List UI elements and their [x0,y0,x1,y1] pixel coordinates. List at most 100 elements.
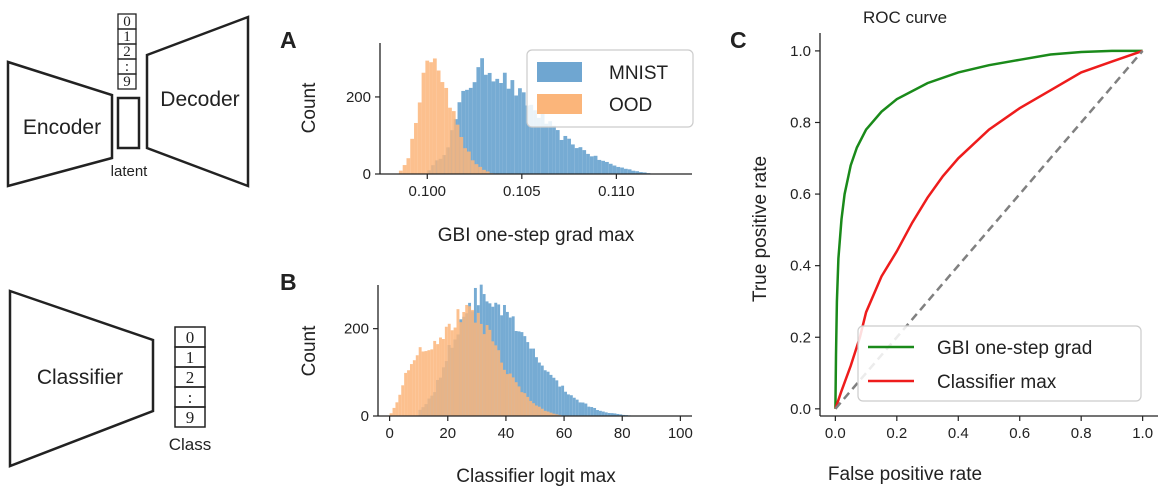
bar-ood [415,355,419,416]
bar-mnist [601,160,606,174]
bar-mnist [608,163,613,174]
bar-ood [473,322,477,416]
bar-ood [503,369,506,416]
bar-ood [497,350,501,416]
bar-mnist [518,88,522,174]
bar-ood [418,347,422,416]
x-tick-label: 80 [614,425,631,442]
bar-mnist [596,410,599,416]
bar-ood [407,370,410,416]
bar-mnist [616,166,621,174]
legend-label: OOD [609,95,652,116]
autoencoder-diagram: Encoder Decoder latent 0 1 2 : 9 [6,13,250,188]
legend-label: GBI one-step grad [937,338,1092,359]
x-tick-label: 100 [668,425,693,442]
classifier-label: Classifier [37,366,123,389]
bar-mnist [461,90,466,174]
bar-mnist [584,403,588,416]
x-tick-label: 0.6 [1009,425,1030,442]
bar-mnist [619,414,623,416]
bar-ood [529,400,533,416]
bar-mnist [604,412,608,416]
bar-mnist [590,407,594,416]
latent-box [116,96,141,150]
bar-ood [456,309,460,416]
bar-mnist [555,130,560,174]
bar-mnist [540,113,545,174]
bar-mnist [532,348,535,416]
bar-ood [494,345,498,416]
bars-group [389,284,634,416]
bar-ood [543,410,547,416]
bar-ood [432,58,437,174]
class-digit-9: 9 [186,408,195,427]
bar-mnist [511,316,515,416]
bar-ood [406,158,411,174]
bar-mnist [581,402,585,416]
bar-ood [421,351,425,416]
bar-mnist [605,161,609,174]
bar-ood [439,337,442,416]
bar-mnist [639,172,643,174]
bar-ood [389,413,393,416]
bar-ood [491,341,495,416]
x-tick-label: 0.8 [1071,425,1092,442]
bar-ood [404,372,408,416]
bar-mnist [520,332,524,416]
bar-mnist [555,380,559,416]
class-digit-1: 1 [186,348,195,367]
legend-label: Classifier max [937,372,1057,393]
class-digit-0: 0 [186,328,195,347]
classifier-shape [8,289,155,468]
bar-mnist [536,117,541,174]
bar-ood [482,334,486,416]
bar-mnist [529,104,534,174]
bar-ood [468,306,472,416]
digit-cell [117,73,137,90]
bar-ood [451,111,456,174]
bar-mnist [480,58,484,174]
bar-ood [517,386,521,416]
bars-group [398,58,655,175]
roc-line-gbi-one-step-grad [834,49,1143,409]
bar-ood [440,82,445,174]
bar-ood [462,312,466,416]
y-tick-label: 0 [361,408,369,425]
bar-ood [526,396,530,416]
class-digit-ellipsis: : [188,388,193,407]
panel-letter-b: B [280,269,297,295]
bar-mnist [544,123,549,174]
bar-mnist [525,105,530,174]
classifier-diagram: Classifier 0 1 2 : 9 Class [8,289,211,468]
bar-mnist [627,169,632,174]
bar-mnist [514,331,518,416]
latent-label: latent [111,163,149,180]
bar-mnist [506,88,511,174]
x-tick-label: 40 [498,425,515,442]
bar-mnist [593,407,597,416]
bar-ood [447,323,451,416]
bar-ood [430,349,434,416]
bar-ood [482,169,486,174]
bar-mnist [566,394,570,416]
digit-ellipsis: : [125,59,129,75]
bar-ood [425,60,430,174]
bar-ood [537,406,541,416]
bar-ood [471,309,474,416]
bar-ood [429,62,433,175]
xlabel: GBI one-step grad max [438,225,635,246]
legend-swatch [537,62,582,82]
digit-cell [174,406,206,428]
bar-mnist [631,170,636,174]
x-tick-label: 0.2 [886,425,907,442]
bar-ood [479,323,483,416]
bar-mnist [465,89,469,174]
chart-title: ROC curve [863,8,947,27]
bar-mnist [533,110,537,174]
bar-ood [459,322,463,416]
legend-swatch [537,94,582,114]
bar-mnist [537,362,541,416]
bar-ood [552,413,556,416]
bar-ood [476,312,480,416]
